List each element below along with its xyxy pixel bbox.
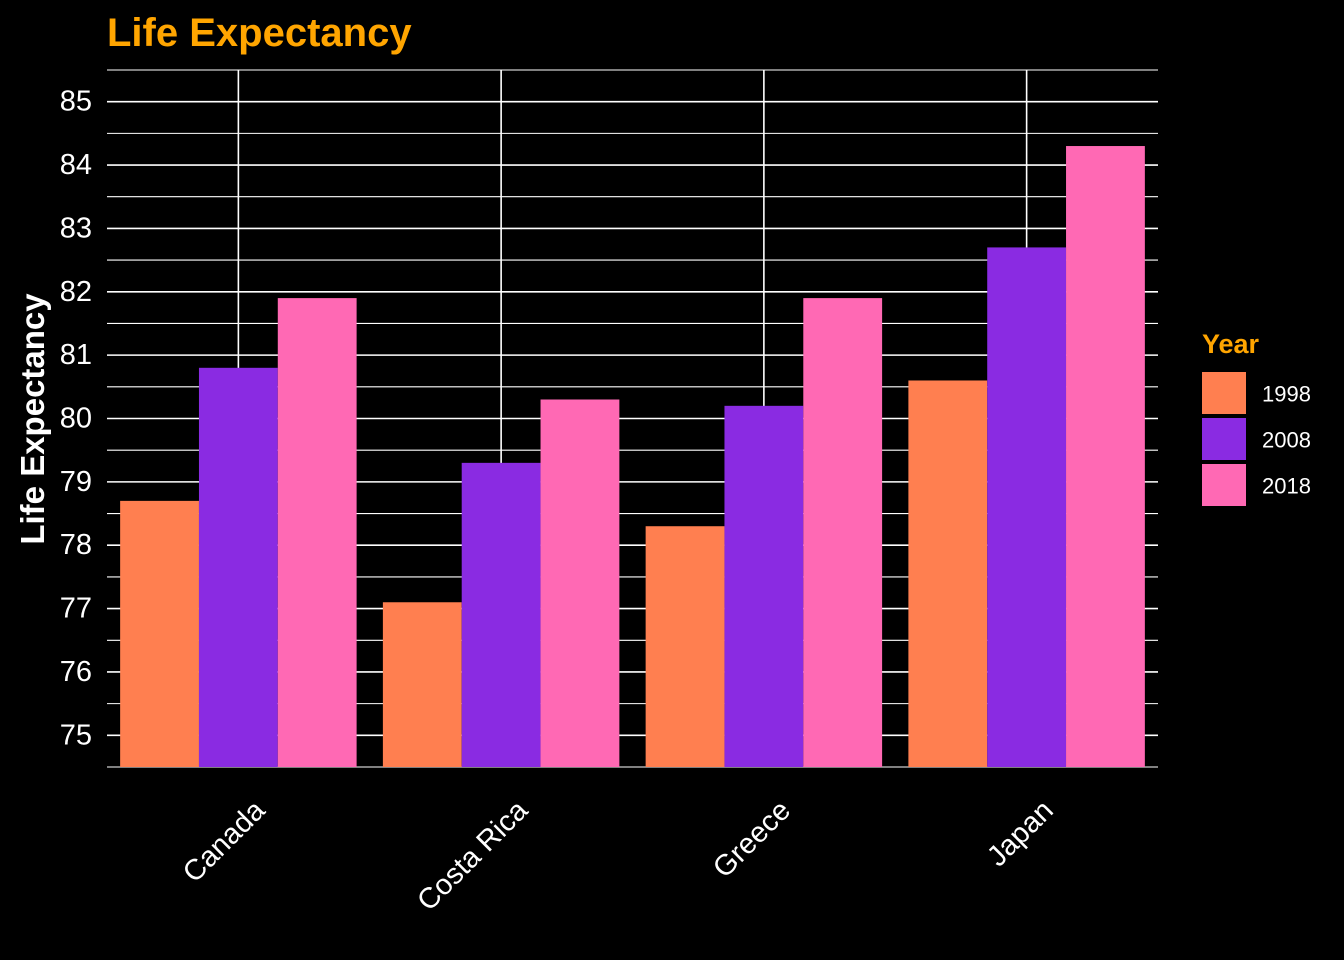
x-tick-label: Costa Rica (411, 794, 535, 918)
bar-japan-2008 (987, 247, 1067, 767)
legend: Year 1998 2008 2018 (1202, 329, 1311, 506)
y-tick-label: 75 (60, 719, 92, 751)
y-tick-label: 79 (60, 466, 92, 498)
legend-label: 2018 (1262, 474, 1311, 499)
chart-title: Life Expectancy (107, 11, 412, 55)
y-tick-label: 83 (60, 212, 92, 244)
bar-japan-2018 (1066, 146, 1145, 767)
legend-label: 1998 (1262, 382, 1311, 407)
y-tick-label: 84 (60, 149, 92, 181)
legend-key-2008 (1202, 418, 1246, 460)
y-tick-label: 82 (60, 276, 92, 308)
y-axis-label: Life Expectancy (14, 293, 51, 545)
bar-greece-2008 (724, 405, 804, 767)
bar-greece-2018 (803, 298, 883, 767)
legend-label: 2008 (1262, 428, 1311, 453)
bar-canada-2008 (198, 367, 278, 767)
x-axis-ticks: Canada Costa Rica Greece Japan (177, 794, 1060, 918)
bar-canada-2018 (277, 298, 357, 767)
legend-title: Year (1202, 329, 1260, 359)
bar-costa-rica-2008 (461, 462, 541, 767)
y-tick-label: 77 (60, 593, 92, 625)
y-tick-label: 76 (60, 656, 92, 688)
y-tick-label: 78 (60, 529, 92, 561)
legend-key-1998 (1202, 372, 1246, 414)
bar-canada-1998 (120, 500, 199, 767)
x-tick-label: Greece (707, 794, 797, 884)
bar-costa-rica-2018 (540, 399, 620, 767)
x-tick-label: Japan (981, 794, 1059, 872)
x-tick-label: Canada (177, 794, 272, 889)
bar-greece-1998 (645, 526, 725, 767)
y-axis-ticks: 75 76 77 78 79 80 81 82 83 84 85 (60, 86, 92, 752)
bars (120, 146, 1145, 767)
y-tick-label: 85 (60, 86, 92, 118)
y-tick-label: 80 (60, 403, 92, 435)
bar-costa-rica-1998 (382, 602, 462, 767)
y-tick-label: 81 (60, 339, 92, 371)
bar-japan-1998 (908, 380, 988, 767)
legend-key-2018 (1202, 464, 1246, 506)
